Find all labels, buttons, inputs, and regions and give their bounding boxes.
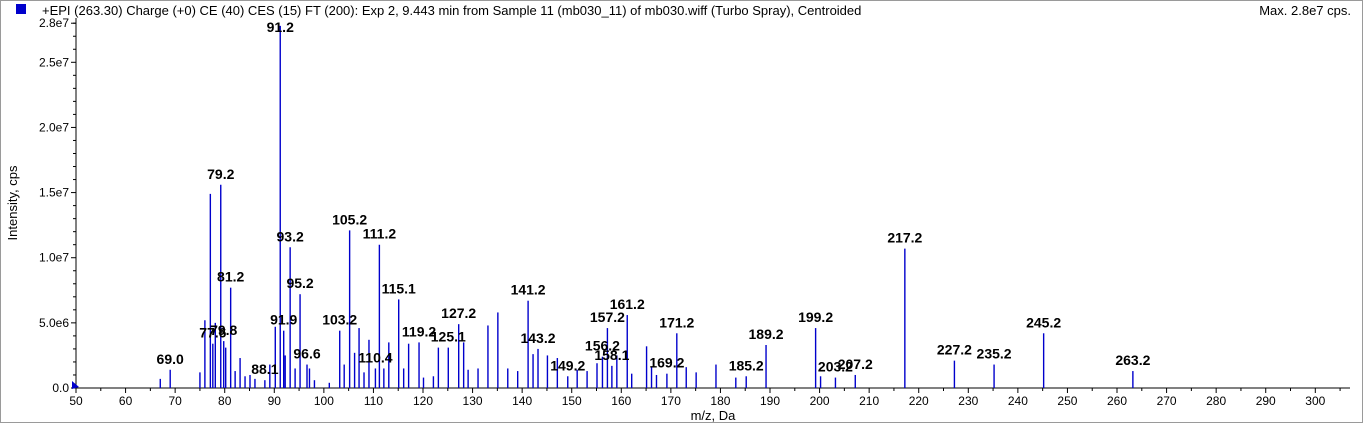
peak-label: 199.2 xyxy=(798,309,833,325)
x-tick-label: 230 xyxy=(958,394,978,408)
series-color-swatch xyxy=(16,4,26,14)
peak-label: 119.2 xyxy=(402,323,436,339)
peak-label: 110.4 xyxy=(358,349,392,365)
peak-label: 81.2 xyxy=(217,269,244,285)
y-tick-label: 2.8e7 xyxy=(39,16,69,30)
x-tick-label: 70 xyxy=(168,394,182,408)
x-tick-label: 120 xyxy=(413,394,433,408)
peak-label: 103.2 xyxy=(322,312,357,328)
x-tick-label: 220 xyxy=(909,394,929,408)
x-tick-label: 110 xyxy=(364,394,383,408)
peak-label: 217.2 xyxy=(887,230,922,246)
peak-label: 69.0 xyxy=(157,351,184,367)
peak-label: 161.2 xyxy=(610,296,645,312)
origin-marker-icon xyxy=(72,381,79,389)
y-tick-label: 1.5e7 xyxy=(39,186,69,200)
x-tick-label: 210 xyxy=(859,394,879,408)
y-tick-label: 2.5e7 xyxy=(39,55,69,69)
axes: 50 60 70 80 90 100 110 120 130 140 150 160 170 180 190… xyxy=(39,16,1350,408)
peak-label: 245.2 xyxy=(1026,314,1061,330)
peak-label: 207.2 xyxy=(838,356,873,372)
peak-label: 93.2 xyxy=(277,228,304,244)
x-tick-label: 150 xyxy=(562,394,582,408)
x-tick-label: 60 xyxy=(119,394,133,408)
x-tick-label: 300 xyxy=(1305,394,1325,408)
x-tick-label: 180 xyxy=(710,394,730,408)
peak-label: 91.9 xyxy=(270,312,297,328)
peak-label: 185.2 xyxy=(729,357,764,373)
y-tick-label: 5.0e6 xyxy=(39,316,69,330)
x-tick-label: 160 xyxy=(611,394,631,408)
peak-label: 77.6 xyxy=(199,325,226,341)
peak-label: 105.2 xyxy=(332,211,367,227)
peak-labels: 69.0 77.6 79.2 79.8 81.2 88.1 91.2 91.9 93.2 95.2… xyxy=(157,19,1151,377)
peak-label: 111.2 xyxy=(363,226,397,242)
peak-label: 189.2 xyxy=(749,326,784,342)
peak-label: 158.1 xyxy=(594,347,629,363)
peak-label: 125.1 xyxy=(431,329,466,345)
y-axis-label: Intensity, cps xyxy=(5,165,20,240)
peak-label: 79.2 xyxy=(207,166,234,182)
x-tick-label: 100 xyxy=(314,394,334,408)
x-tick-label: 50 xyxy=(69,394,83,408)
max-intensity-label: Max. 2.8e7 cps. xyxy=(1259,3,1351,18)
peak-label: 88.1 xyxy=(251,361,278,377)
x-tick-label: 260 xyxy=(1107,394,1127,408)
x-tick-label: 190 xyxy=(760,394,780,408)
peak-label: 141.2 xyxy=(511,282,546,298)
peak-label: 169.2 xyxy=(649,355,684,371)
peak-label: 79.8 xyxy=(210,322,237,338)
x-tick-label: 200 xyxy=(810,394,830,408)
peak-bars xyxy=(159,25,1134,388)
y-tick-label: 2.0e7 xyxy=(39,120,69,134)
peak-label: 227.2 xyxy=(937,342,972,358)
x-tick-label: 140 xyxy=(512,394,532,408)
peak-label: 127.2 xyxy=(441,305,476,321)
peak-label: 143.2 xyxy=(520,330,555,346)
x-tick-label: 130 xyxy=(463,394,483,408)
peak-label: 149.2 xyxy=(550,357,585,373)
peak-label: 235.2 xyxy=(977,346,1012,362)
y-tick-label: 1.0e7 xyxy=(39,251,69,265)
peak-label: 115.1 xyxy=(382,280,416,296)
peak-label: 157.2 xyxy=(590,309,625,325)
x-axis-label: m/z, Da xyxy=(691,408,737,423)
x-tick-label: 90 xyxy=(268,394,282,408)
y-tick-label: 0.0 xyxy=(52,381,69,395)
x-tick-label: 280 xyxy=(1206,394,1226,408)
x-tick-label: 80 xyxy=(218,394,232,408)
x-tick-label: 270 xyxy=(1157,394,1177,408)
x-tick-label: 250 xyxy=(1057,394,1077,408)
peak-label: 95.2 xyxy=(286,275,313,291)
chart-title: +EPI (263.30) Charge (+0) CE (40) CES (1… xyxy=(42,3,862,18)
peak-label: 203.2 xyxy=(818,359,853,375)
peak-label: 91.2 xyxy=(267,19,294,35)
peak-label: 156.2 xyxy=(585,338,620,354)
peak-label: 263.2 xyxy=(1115,352,1150,368)
x-tick-label: 240 xyxy=(1008,394,1028,408)
x-tick-label: 290 xyxy=(1256,394,1276,408)
x-tick-label: 170 xyxy=(661,394,681,408)
peak-label: 96.6 xyxy=(293,346,320,362)
peak-label: 171.2 xyxy=(659,314,694,330)
